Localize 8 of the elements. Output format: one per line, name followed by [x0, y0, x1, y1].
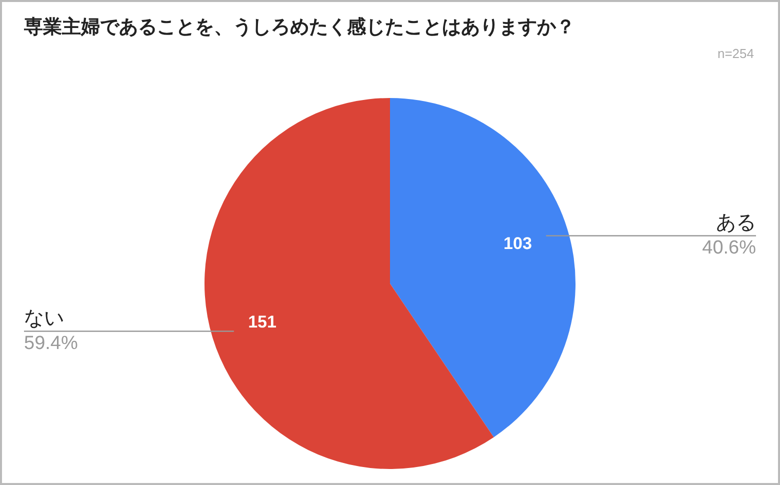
text: n=254 [717, 46, 754, 61]
chart-title: 専業主婦であることを、うしろめたく感じたことはありますか？ [24, 15, 575, 40]
text: 40.6% [702, 237, 756, 258]
data-label: 151 [248, 312, 276, 332]
data-label: 103 [504, 234, 532, 254]
slice-label: ない [24, 305, 64, 330]
slice-label: ある [716, 210, 756, 234]
text: 59.4% [24, 332, 78, 354]
